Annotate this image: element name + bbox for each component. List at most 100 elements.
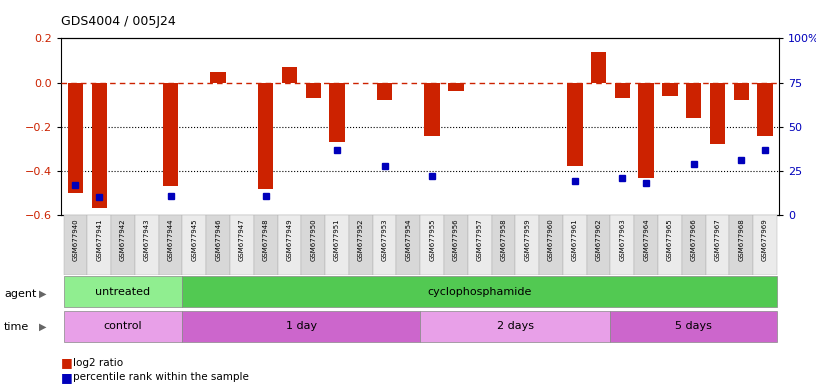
FancyBboxPatch shape — [682, 215, 706, 275]
FancyBboxPatch shape — [135, 215, 158, 275]
FancyBboxPatch shape — [206, 215, 230, 275]
Bar — [567, 83, 583, 166]
Bar — [614, 83, 630, 98]
FancyBboxPatch shape — [610, 311, 777, 342]
FancyBboxPatch shape — [64, 276, 183, 307]
Text: ■: ■ — [61, 371, 73, 384]
Text: GSM677954: GSM677954 — [406, 218, 411, 260]
FancyBboxPatch shape — [516, 215, 539, 275]
FancyBboxPatch shape — [111, 215, 135, 275]
Text: GSM677955: GSM677955 — [429, 218, 435, 260]
Text: GDS4004 / 005J24: GDS4004 / 005J24 — [61, 15, 176, 28]
Bar — [734, 83, 749, 100]
FancyBboxPatch shape — [183, 276, 777, 307]
Bar — [710, 83, 725, 144]
Text: GSM677952: GSM677952 — [357, 218, 364, 260]
FancyBboxPatch shape — [397, 215, 420, 275]
Text: GSM677943: GSM677943 — [144, 218, 150, 261]
Text: cyclophosphamide: cyclophosphamide — [428, 287, 532, 297]
Text: GSM677956: GSM677956 — [453, 218, 459, 261]
FancyBboxPatch shape — [444, 215, 468, 275]
FancyBboxPatch shape — [64, 311, 183, 342]
FancyBboxPatch shape — [753, 215, 777, 275]
Bar — [211, 71, 226, 83]
Text: GSM677958: GSM677958 — [500, 218, 507, 261]
Text: GSM677951: GSM677951 — [334, 218, 340, 261]
Text: time: time — [4, 322, 29, 332]
Text: ▶: ▶ — [39, 289, 47, 299]
FancyBboxPatch shape — [706, 215, 730, 275]
FancyBboxPatch shape — [420, 311, 610, 342]
FancyBboxPatch shape — [64, 215, 87, 275]
Text: 2 days: 2 days — [497, 321, 534, 331]
Text: GSM677969: GSM677969 — [762, 218, 768, 261]
FancyBboxPatch shape — [183, 215, 206, 275]
Text: GSM677948: GSM677948 — [263, 218, 268, 261]
Bar — [330, 83, 344, 142]
Text: percentile rank within the sample: percentile rank within the sample — [73, 372, 250, 382]
Text: GSM677967: GSM677967 — [715, 218, 721, 261]
FancyBboxPatch shape — [587, 215, 610, 275]
Bar — [686, 83, 702, 118]
Text: log2 ratio: log2 ratio — [73, 358, 123, 368]
Text: GSM677941: GSM677941 — [96, 218, 102, 261]
Bar — [377, 83, 392, 100]
Text: GSM677946: GSM677946 — [215, 218, 221, 261]
FancyBboxPatch shape — [183, 311, 420, 342]
FancyBboxPatch shape — [658, 215, 682, 275]
Text: GSM677960: GSM677960 — [548, 218, 554, 261]
Bar — [591, 51, 606, 83]
FancyBboxPatch shape — [277, 215, 301, 275]
FancyBboxPatch shape — [730, 215, 753, 275]
FancyBboxPatch shape — [230, 215, 254, 275]
Text: GSM677968: GSM677968 — [738, 218, 744, 261]
Text: GSM677945: GSM677945 — [192, 218, 197, 260]
FancyBboxPatch shape — [563, 215, 587, 275]
Text: 1 day: 1 day — [286, 321, 317, 331]
Bar — [662, 83, 677, 96]
Text: GSM677949: GSM677949 — [286, 218, 292, 261]
Text: GSM677961: GSM677961 — [572, 218, 578, 261]
Bar — [68, 83, 83, 193]
FancyBboxPatch shape — [420, 215, 444, 275]
Text: GSM677942: GSM677942 — [120, 218, 126, 260]
Bar — [305, 83, 321, 98]
Bar — [258, 83, 273, 189]
Text: GSM677966: GSM677966 — [690, 218, 697, 261]
Bar — [424, 83, 440, 136]
Bar — [638, 83, 654, 177]
Bar — [91, 83, 107, 209]
FancyBboxPatch shape — [87, 215, 111, 275]
FancyBboxPatch shape — [158, 215, 183, 275]
FancyBboxPatch shape — [349, 215, 373, 275]
Text: GSM677965: GSM677965 — [667, 218, 673, 261]
FancyBboxPatch shape — [301, 215, 325, 275]
Text: GSM677959: GSM677959 — [524, 218, 530, 261]
Text: GSM677963: GSM677963 — [619, 218, 625, 261]
Text: GSM677953: GSM677953 — [382, 218, 388, 261]
FancyBboxPatch shape — [491, 215, 516, 275]
Bar — [163, 83, 179, 186]
Bar — [282, 67, 297, 83]
Text: GSM677947: GSM677947 — [239, 218, 245, 261]
Text: control: control — [104, 321, 142, 331]
FancyBboxPatch shape — [373, 215, 397, 275]
Text: GSM677950: GSM677950 — [310, 218, 317, 261]
Text: GSM677964: GSM677964 — [643, 218, 649, 261]
Text: ▶: ▶ — [39, 322, 47, 332]
Text: 5 days: 5 days — [676, 321, 712, 331]
FancyBboxPatch shape — [539, 215, 563, 275]
FancyBboxPatch shape — [634, 215, 658, 275]
Text: agent: agent — [4, 289, 37, 299]
Text: untreated: untreated — [95, 287, 151, 297]
Text: GSM677957: GSM677957 — [477, 218, 483, 261]
FancyBboxPatch shape — [468, 215, 491, 275]
Text: GSM677944: GSM677944 — [167, 218, 174, 260]
FancyBboxPatch shape — [254, 215, 277, 275]
Text: GSM677962: GSM677962 — [596, 218, 601, 261]
Bar — [448, 83, 463, 91]
Text: GSM677940: GSM677940 — [73, 218, 78, 261]
FancyBboxPatch shape — [610, 215, 634, 275]
FancyBboxPatch shape — [325, 215, 349, 275]
Bar — [757, 83, 773, 136]
